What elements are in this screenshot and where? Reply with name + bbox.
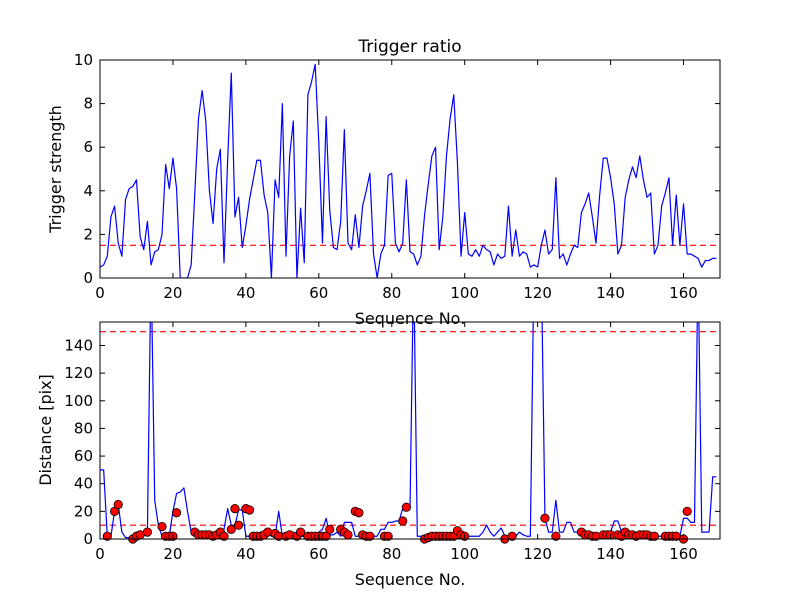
y-tick-label: 140 xyxy=(64,336,93,354)
data-point-marker xyxy=(142,527,153,537)
y-tick-label: 6 xyxy=(83,138,93,156)
y-axis-label: Distance [pix] xyxy=(36,374,55,486)
y-axis-ticks: 0 2 4 6 8 10 xyxy=(74,51,720,287)
data-point-marker xyxy=(551,531,561,541)
data-point-marker xyxy=(233,520,244,530)
series-line xyxy=(100,63,717,278)
y-axis-ticks: 0 20 40 60 80 100 120 140 xyxy=(64,336,720,548)
plot-area xyxy=(100,322,720,544)
data-point-marker xyxy=(398,516,408,526)
x-tick-label: 0 xyxy=(95,545,105,563)
data-point-marker xyxy=(649,531,659,541)
plot-area xyxy=(100,63,720,278)
y-tick-label: 120 xyxy=(64,364,93,382)
y-axis-label: Trigger strength xyxy=(46,105,65,234)
x-tick-label: 120 xyxy=(523,284,552,302)
data-point-marker xyxy=(401,502,411,512)
x-tick-label: 60 xyxy=(309,545,328,563)
y-tick-label: 4 xyxy=(83,182,93,200)
data-point-marker xyxy=(540,513,550,523)
y-tick-label: 10 xyxy=(74,51,93,69)
x-tick-label: 160 xyxy=(669,545,698,563)
chart-trigger-ratio: Trigger ratio 0 20 40 60 80 100 120 140 160 0 2 4 6… xyxy=(46,37,721,328)
data-point-marker xyxy=(171,508,182,518)
x-axis-label: Sequence No. xyxy=(355,309,466,328)
x-tick-label: 140 xyxy=(596,545,625,563)
y-tick-label: 100 xyxy=(64,392,93,410)
y-tick-label: 80 xyxy=(74,419,93,437)
y-tick-label: 60 xyxy=(74,447,93,465)
x-tick-label: 160 xyxy=(669,284,698,302)
y-tick-label: 20 xyxy=(74,502,93,520)
data-point-marker xyxy=(102,531,112,541)
x-tick-label: 20 xyxy=(163,284,182,302)
y-tick-label: 2 xyxy=(83,225,93,243)
data-point-marker xyxy=(343,530,353,540)
chart-distance: 0 20 40 60 80 100 120 140 160 0 20 40 60 80 100 120 140… xyxy=(36,321,721,589)
x-tick-label: 0 xyxy=(95,284,105,302)
plot-frame xyxy=(99,321,721,540)
x-tick-label: 60 xyxy=(309,284,328,302)
series-line xyxy=(100,322,717,539)
data-point-marker xyxy=(295,527,306,537)
data-point-marker xyxy=(113,499,123,510)
y-tick-label: 0 xyxy=(83,269,93,287)
data-point-marker xyxy=(507,531,517,541)
data-point-marker xyxy=(157,521,167,532)
data-point-marker xyxy=(383,531,393,541)
data-point-marker xyxy=(354,508,364,518)
x-tick-label: 40 xyxy=(236,284,255,302)
data-point-marker xyxy=(682,506,692,516)
data-point-marker xyxy=(226,524,236,534)
x-tick-label: 80 xyxy=(382,284,401,302)
data-point-marker xyxy=(230,503,240,514)
x-tick-label: 100 xyxy=(450,284,479,302)
x-tick-label: 120 xyxy=(523,545,552,563)
x-tick-label: 20 xyxy=(163,545,182,563)
data-point-marker xyxy=(219,531,229,541)
x-tick-label: 80 xyxy=(382,545,401,563)
data-point-marker xyxy=(325,524,335,534)
y-tick-label: 0 xyxy=(83,530,93,548)
plot-frame xyxy=(99,59,721,279)
data-point-marker xyxy=(244,505,255,515)
y-tick-label: 8 xyxy=(83,95,93,113)
x-axis-ticks: 0 20 40 60 80 100 120 140 160 xyxy=(95,322,698,563)
chart-title: Trigger ratio xyxy=(357,37,461,57)
y-tick-label: 40 xyxy=(74,475,93,493)
x-tick-label: 140 xyxy=(596,284,625,302)
x-tick-label: 100 xyxy=(450,545,479,563)
x-axis-label: Sequence No. xyxy=(355,570,466,589)
x-axis-ticks: 0 20 40 60 80 100 120 140 160 xyxy=(95,60,698,302)
data-point-marker xyxy=(365,531,375,541)
x-tick-label: 40 xyxy=(236,545,255,563)
